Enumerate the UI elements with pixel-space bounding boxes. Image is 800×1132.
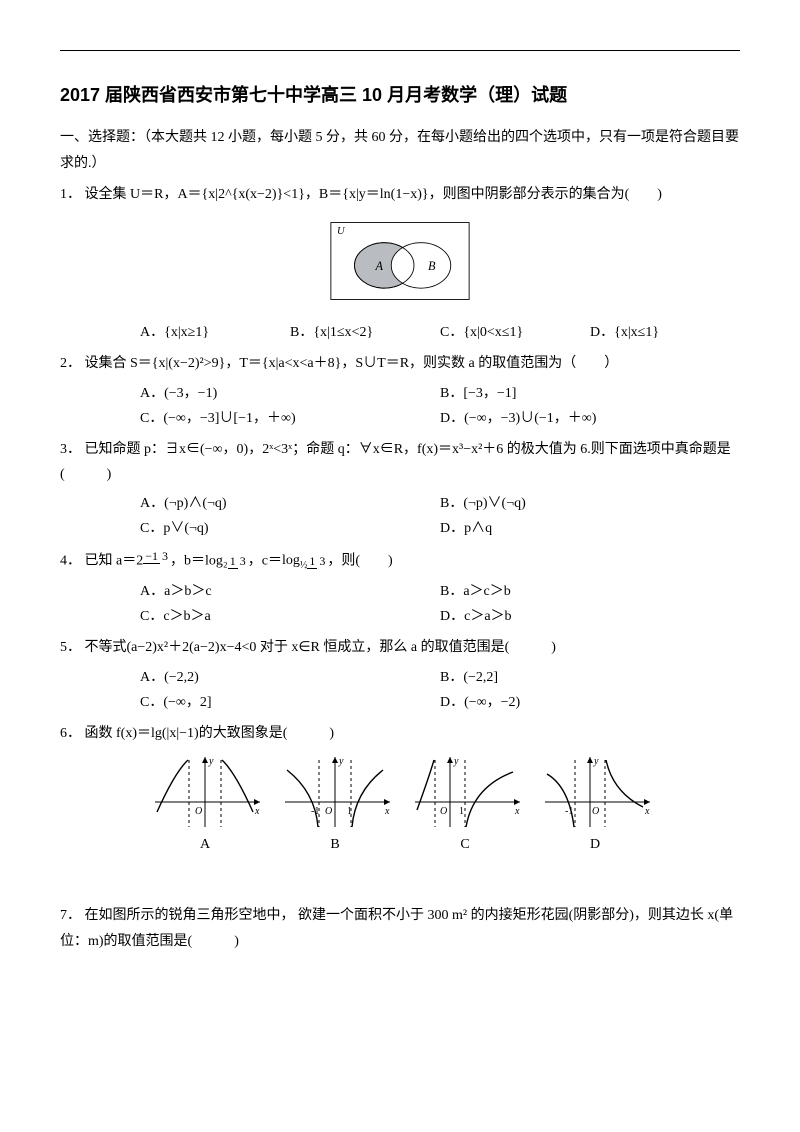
q1-num: 1．	[60, 187, 81, 202]
q1-options: A．{x|x≥1} B．{x|1≤x<2} C．{x|0<x≤1} D．{x|x…	[60, 320, 740, 345]
q6-labelB: B	[275, 832, 395, 857]
q6-num: 6．	[60, 726, 81, 741]
graph-B: y x O -1 1	[275, 752, 395, 832]
q5-optB: B．(−2,2]	[440, 665, 740, 690]
q4-options: A．a＞b＞c B．a＞c＞b C．c＞b＞a D．c＞a＞b	[60, 579, 740, 629]
graph-D: y x O -1	[535, 752, 655, 832]
frac-1over3b: 13	[307, 555, 327, 567]
q1-optC: C．{x|0<x≤1}	[440, 320, 590, 345]
q3-options: A．(¬p)∧(¬q) B．(¬p)∨(¬q) C．p∨(¬q) D．p∧q	[60, 491, 740, 541]
svg-text:x: x	[514, 806, 520, 817]
q5-num: 5．	[60, 640, 81, 655]
frac-1over3: 13	[228, 555, 248, 567]
q4-stem-mid1: ，b＝log₂	[170, 553, 228, 568]
svg-text:y: y	[453, 756, 459, 767]
section-1-head: 一、选择题：（本大题共 12 小题，每小题 5 分，共 60 分，在每小题给出的…	[60, 125, 740, 175]
q4-stem-mid2: ，c＝	[248, 553, 282, 568]
q2-stem: 设集合 S＝{x|(x−2)²>9}，T＝{x|a<x<a＋8}，S∪T＝R，则…	[85, 356, 619, 371]
q3-num: 3．	[60, 442, 81, 457]
q7: 7． 在如图所示的锐角三角形空地中， 欲建一个面积不小于 300 m² 的内接矩…	[60, 903, 740, 953]
q1-optD: D．{x|x≤1}	[590, 320, 740, 345]
q5-optC: C．(−∞，2]	[140, 690, 440, 715]
q6-graphs: y x O y x O -1 1 y x O 1 y x	[60, 752, 740, 832]
q1: 1． 设全集 U＝R，A＝{x|2^{x(x−2)}<1}，B＝{x|y＝ln(…	[60, 182, 740, 207]
q3-optA: A．(¬p)∧(¬q)	[140, 491, 440, 516]
q4-optD: D．c＞a＞b	[440, 604, 740, 629]
svg-text:y: y	[208, 756, 214, 767]
q1-optB: B．{x|1≤x<2}	[290, 320, 440, 345]
q4-optC: C．c＞b＞a	[140, 604, 440, 629]
q3-stem: 已知命题 p：∃x∈(−∞，0)，2ˣ<3ˣ；命题 q：∀x∈R，f(x)＝x³…	[60, 442, 731, 482]
header-rule	[60, 50, 740, 51]
q2: 2． 设集合 S＝{x|(x−2)²>9}，T＝{x|a<x<a＋8}，S∪T＝…	[60, 351, 740, 376]
svg-text:x: x	[254, 806, 260, 817]
q4-optB: B．a＞c＞b	[440, 579, 740, 604]
q2-optD: D．(−∞，−3)∪(−1，＋∞)	[440, 406, 740, 431]
graph-C: y x O 1	[405, 752, 525, 832]
q4-optA: A．a＞b＞c	[140, 579, 440, 604]
q3-optD: D．p∧q	[440, 516, 740, 541]
q4-num: 4．	[60, 553, 81, 568]
venn-diagram: U A B	[330, 221, 470, 310]
q3-optC: C．p∨(¬q)	[140, 516, 440, 541]
q6-labelD: D	[535, 832, 655, 857]
q6-labelC: C	[405, 832, 525, 857]
exp1: −13	[143, 550, 170, 562]
q6-stem: 函数 f(x)＝lg(|x|−1)的大致图象是( )	[85, 726, 335, 741]
q2-optC: C．(−∞，−3]∪[−1，＋∞)	[140, 406, 440, 431]
q5: 5． 不等式(a−2)x²＋2(a−2)x−4<0 对于 x∈R 恒成立，那么 …	[60, 635, 740, 660]
q4-stem-post: ，则( )	[327, 553, 392, 568]
svg-text:O: O	[592, 806, 599, 817]
q3: 3． 已知命题 p：∃x∈(−∞，0)，2ˣ<3ˣ；命题 q：∀x∈R，f(x)…	[60, 437, 740, 487]
q2-optB: B．[−3，−1]	[440, 381, 740, 406]
q4: 4． 已知 a＝2−13，b＝log₂13，c＝log½13，则( )	[60, 548, 740, 575]
q6-labels: A B C D	[60, 832, 740, 857]
svg-text:O: O	[325, 806, 332, 817]
graph-A: y x O	[145, 752, 265, 832]
q3-optB: B．(¬p)∨(¬q)	[440, 491, 740, 516]
q5-options: A．(−2,2) B．(−2,2] C．(−∞，2] D．(−∞，−2)	[60, 665, 740, 715]
section-1-text: 一、选择题：（本大题共 12 小题，每小题 5 分，共 60 分，在每小题给出的…	[60, 130, 739, 170]
svg-text:O: O	[195, 806, 202, 817]
svg-text:x: x	[644, 806, 650, 817]
svg-text:y: y	[338, 756, 344, 767]
q1-optA: A．{x|x≥1}	[140, 320, 290, 345]
q6: 6． 函数 f(x)＝lg(|x|−1)的大致图象是( )	[60, 721, 740, 746]
q2-num: 2．	[60, 356, 81, 371]
log-half: log½	[282, 553, 307, 568]
q5-optD: D．(−∞，−2)	[440, 690, 740, 715]
q7-num: 7．	[60, 908, 81, 923]
q1-stem: 设全集 U＝R，A＝{x|2^{x(x−2)}<1}，B＝{x|y＝ln(1−x…	[85, 187, 662, 202]
q6-labelA: A	[145, 832, 265, 857]
svg-text:x: x	[384, 806, 390, 817]
page-title: 2017 届陕西省西安市第七十中学高三 10 月月考数学（理）试题	[60, 79, 740, 111]
q2-optA: A．(−3，−1)	[140, 381, 440, 406]
q5-optA: A．(−2,2)	[140, 665, 440, 690]
svg-text:O: O	[440, 806, 447, 817]
venn-A-label: A	[375, 259, 384, 273]
svg-text:1: 1	[459, 806, 464, 817]
venn-U-label: U	[337, 226, 346, 237]
q4-stem-pre: 已知 a＝2	[85, 553, 144, 568]
q2-options: A．(−3，−1) B．[−3，−1] C．(−∞，−3]∪[−1，＋∞) D．…	[60, 381, 740, 431]
svg-text:y: y	[593, 756, 599, 767]
venn-B-label: B	[428, 259, 436, 273]
q5-stem: 不等式(a−2)x²＋2(a−2)x−4<0 对于 x∈R 恒成立，那么 a 的…	[85, 640, 556, 655]
q7-stem: 在如图所示的锐角三角形空地中， 欲建一个面积不小于 300 m² 的内接矩形花园…	[60, 908, 733, 948]
